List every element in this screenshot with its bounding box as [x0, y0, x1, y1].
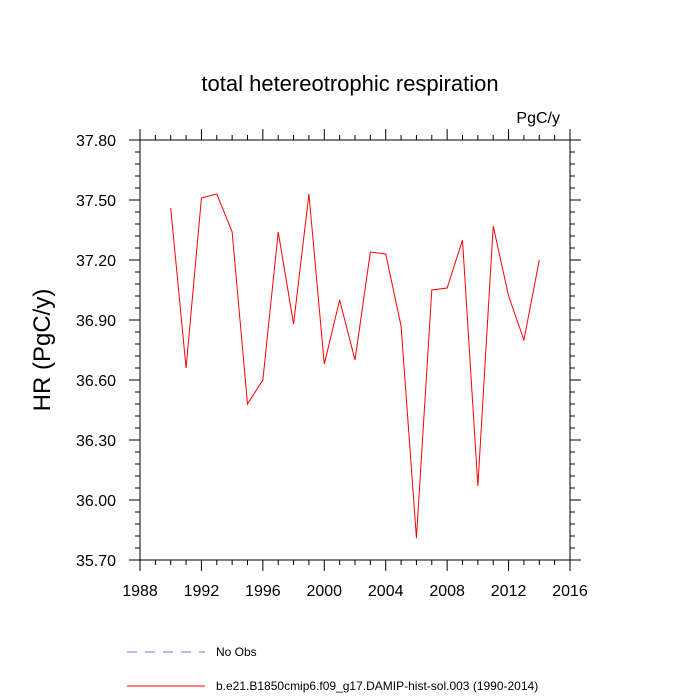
x-tick-label: 1992 [184, 583, 220, 600]
y-tick-label: 37.50 [76, 193, 116, 210]
y-tick-label: 35.70 [76, 553, 116, 570]
x-tick-label: 1988 [122, 583, 158, 600]
axis-ticks [129, 129, 581, 571]
y-tick-label: 36.90 [76, 313, 116, 330]
series-layer [170, 193, 540, 539]
legend: No Obs b.e21.B1850cmip6.f09_g17.DAMIP-his… [127, 645, 538, 693]
y-tick-label: 37.80 [76, 133, 116, 150]
plot-frame [139, 139, 571, 561]
y-tick-label: 37.20 [76, 253, 116, 270]
x-tick-label: 2016 [552, 583, 588, 600]
x-tick-label: 2012 [491, 583, 527, 600]
y-tick-label: 36.30 [76, 433, 116, 450]
y-tick-label: 36.00 [76, 493, 116, 510]
x-tick-label: 2000 [306, 583, 342, 600]
x-tick-label: 1996 [245, 583, 281, 600]
legend-label: No Obs [216, 645, 257, 659]
chart-title: total hetereotrophic respiration [201, 71, 498, 96]
legend-label: b.e21.B1850cmip6.f09_g17.DAMIP-hist-sol.… [216, 679, 538, 693]
tick-labels: 1988 1992 1996 2000 2004 2008 2012 2016 35.70 36.… [76, 133, 588, 600]
units-label: PgC/y [516, 110, 560, 127]
x-tick-label: 2008 [429, 583, 465, 600]
y-tick-label: 36.60 [76, 373, 116, 390]
x-tick-label: 2004 [368, 583, 404, 600]
y-axis-title: HR (PgC/y) [29, 289, 56, 412]
series-line [170, 193, 540, 539]
